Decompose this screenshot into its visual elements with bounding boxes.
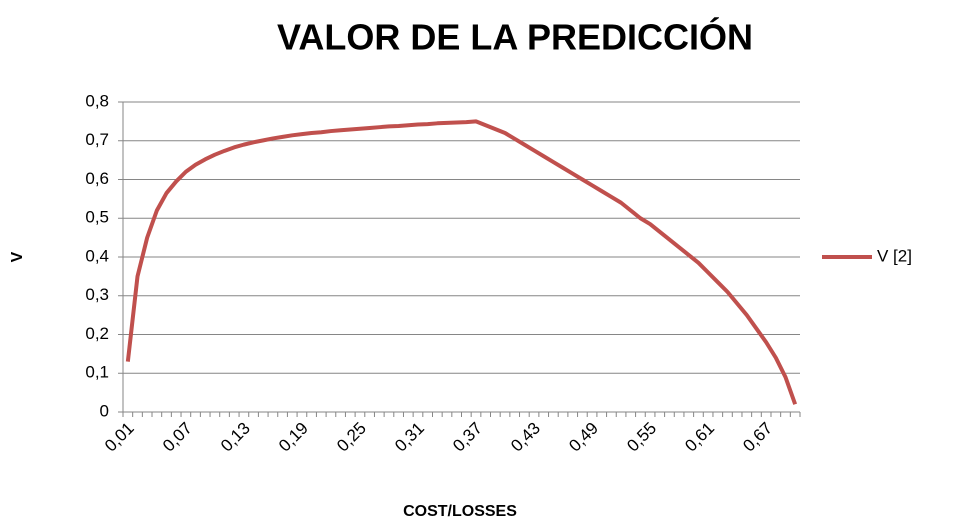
x-tick-label: 0,13 <box>217 419 254 456</box>
x-tick-label: 0,25 <box>333 419 370 456</box>
x-tick-label: 0,37 <box>449 419 486 456</box>
x-tick-label: 0,55 <box>623 419 660 456</box>
x-tick-label: 0,19 <box>275 419 312 456</box>
legend-label: V [2] <box>877 246 912 265</box>
x-tick-label: 0,01 <box>101 419 138 456</box>
x-tick-label: 0,07 <box>159 419 196 456</box>
series-line <box>125 119 798 405</box>
y-tick-label: 0,2 <box>85 324 109 343</box>
y-tick-label: 0,5 <box>85 208 109 227</box>
x-tick-label: 0,31 <box>391 419 428 456</box>
x-tick-label: 0,43 <box>507 419 544 456</box>
x-tick-label: 0,61 <box>681 419 718 456</box>
x-axis-title: COST/LOSSES <box>403 503 517 520</box>
y-tick-label: 0,3 <box>85 285 109 304</box>
x-tick-label: 0,67 <box>739 419 776 456</box>
y-axis-title: V <box>9 251 26 262</box>
y-tick-label: 0,4 <box>85 246 109 265</box>
y-tick-label: 0,6 <box>85 169 109 188</box>
y-tick-label: 0 <box>100 401 109 420</box>
y-tick-label: 0,8 <box>85 91 109 110</box>
y-tick-label: 0,7 <box>85 130 109 149</box>
chart-title: VALOR DE LA PREDICCIÓN <box>277 16 753 58</box>
y-tick-label: 0,1 <box>85 363 109 382</box>
x-tick-label: 0,49 <box>565 419 602 456</box>
